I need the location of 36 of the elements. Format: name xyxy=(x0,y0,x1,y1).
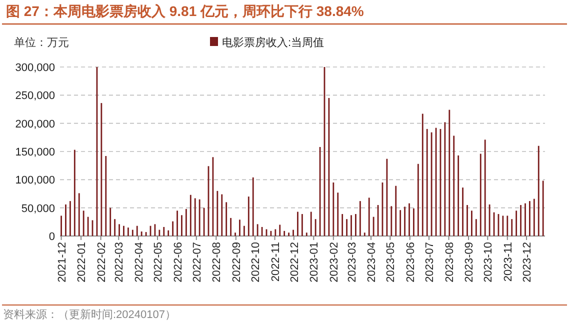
x-tick-label: 2023-03 xyxy=(346,242,358,282)
x-tick-label: 2023-01 xyxy=(308,242,321,282)
text: 资料来源：（更新时间:20240107） xyxy=(3,308,176,321)
x-tick-label: 2022-07 xyxy=(191,242,204,282)
x-tick-label: 2022-04 xyxy=(133,242,146,282)
x-tick-label: 2023-02 xyxy=(328,242,340,282)
chart-title: 图 27：本周电影票房收入 9.81 亿元，周环比下行 38.84% xyxy=(6,3,364,19)
x-tick-label: 2022-02 xyxy=(96,242,108,282)
x-tick-label: 2023-12 xyxy=(522,242,534,282)
y-tick-label: 200,000 xyxy=(15,118,55,130)
x-tick-label: 2022-11 xyxy=(270,242,282,282)
y-tick-label: 50,000 xyxy=(21,202,55,215)
x-tick-label: 2021-12 xyxy=(56,242,68,282)
y-tick-label: 100,000 xyxy=(15,174,55,187)
legend-label: 电影票房收入:当周值 xyxy=(222,36,324,49)
y-tick-label: 0 xyxy=(48,231,55,243)
x-tick-label: 2023-08 xyxy=(444,242,456,282)
x-tick-label: 2023-11 xyxy=(502,242,514,282)
x-tick-label: 2022-01 xyxy=(76,242,88,282)
x-tick-label: 2023-07 xyxy=(424,242,436,282)
x-tick-label: 2022-08 xyxy=(211,242,224,282)
y-tick-label: 300,000 xyxy=(15,62,55,74)
y-tick-label: 250,000 xyxy=(15,90,55,102)
x-tick-label: 2022-06 xyxy=(172,242,184,282)
x-tick-label: 2022-12 xyxy=(288,242,301,282)
x-tick-label: 2023-05 xyxy=(385,242,398,282)
y-tick-label: 150,000 xyxy=(15,146,55,158)
x-tick-label: 2022-05 xyxy=(152,242,165,282)
x-tick-label: 2022-09 xyxy=(230,242,243,282)
x-tick-label: 2022-10 xyxy=(250,242,262,282)
x-tick-label: 2023-09 xyxy=(464,242,476,282)
x-tick-label: 2023-06 xyxy=(404,242,417,282)
x-tick-label: 2022-03 xyxy=(114,242,126,282)
x-tick-label: 2023-10 xyxy=(482,242,495,282)
text: 单位：万元 xyxy=(14,36,69,49)
x-tick-label: 2023-04 xyxy=(366,242,378,282)
